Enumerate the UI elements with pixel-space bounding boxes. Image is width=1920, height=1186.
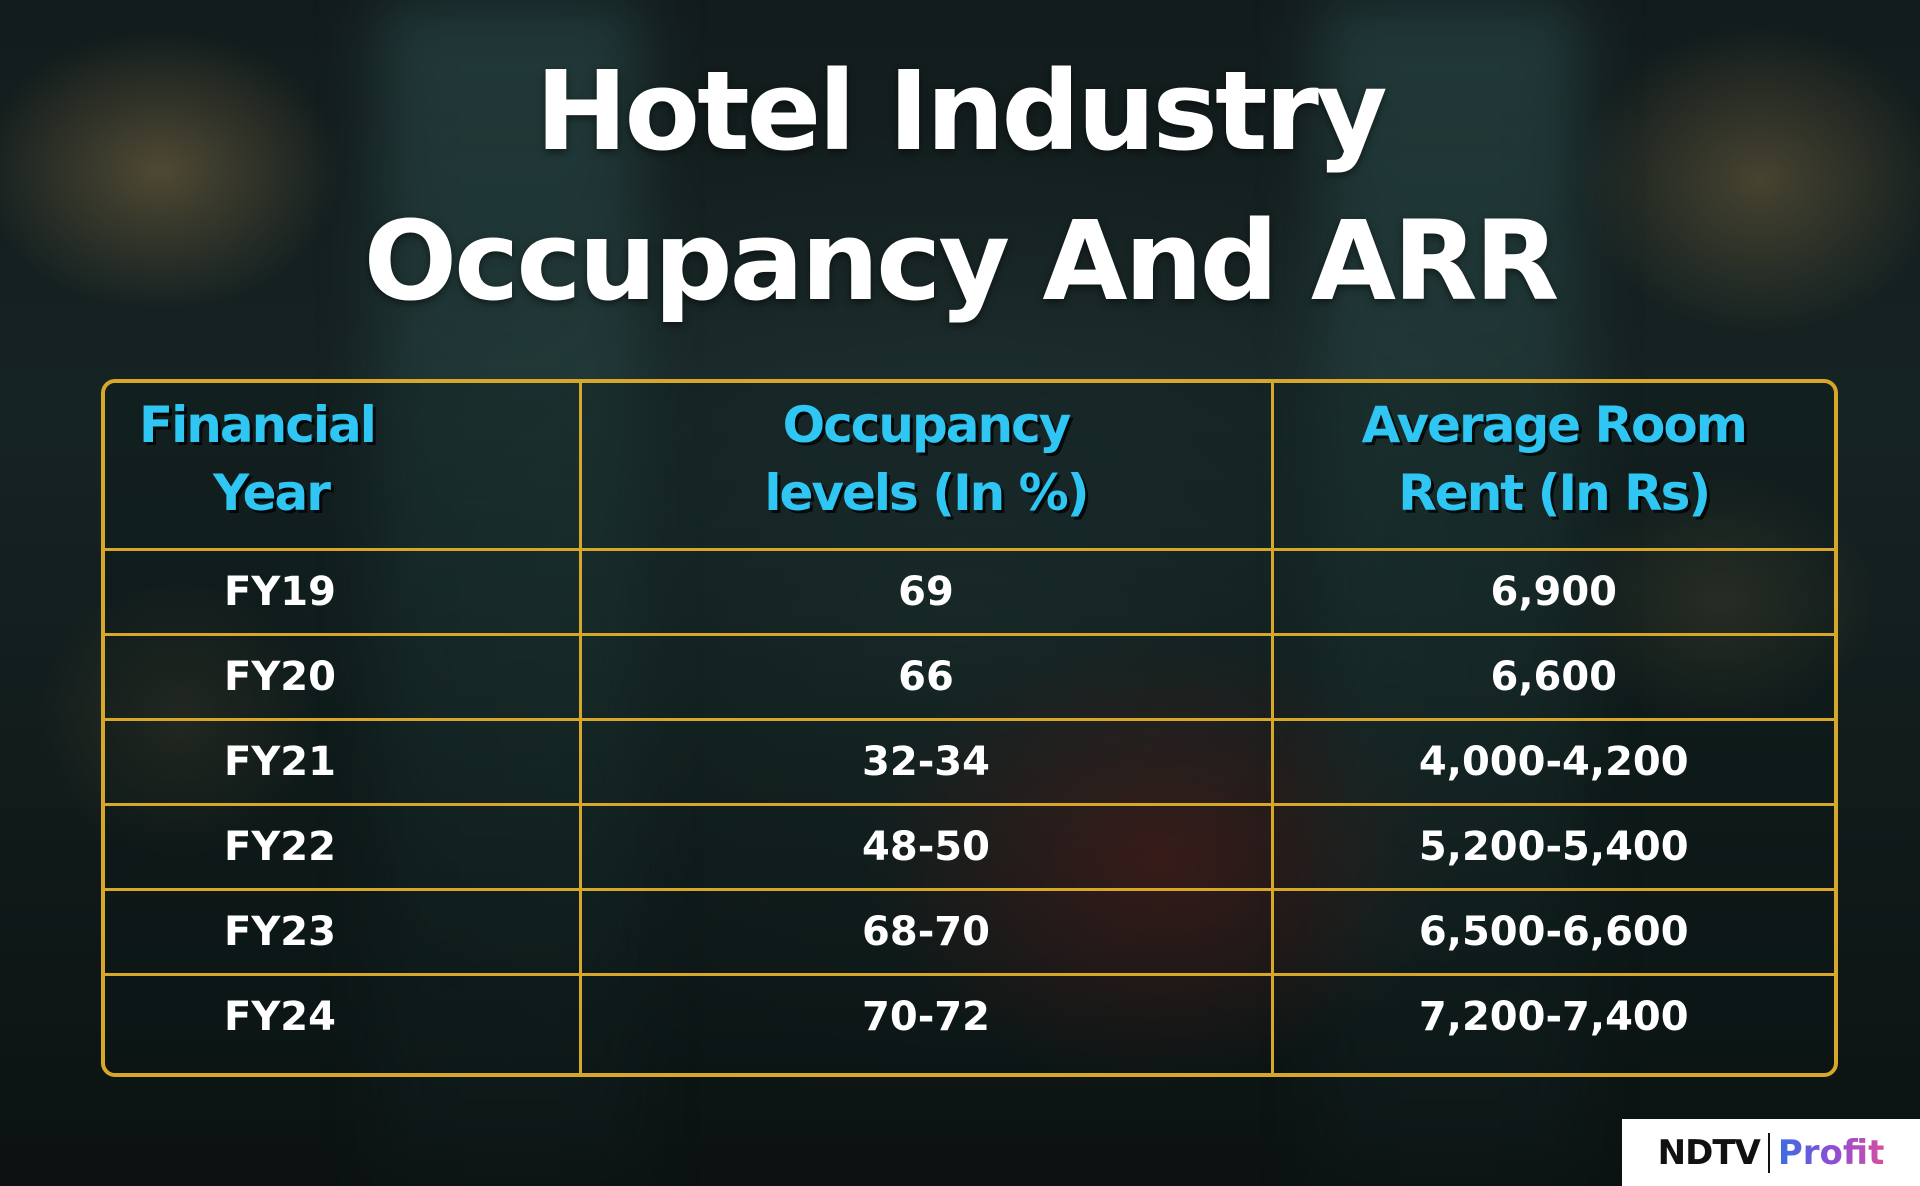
cell-financial-year: FY23: [105, 887, 582, 976]
brand-ndtv-text: NDTV: [1657, 1132, 1761, 1173]
cell-financial-year: FY21: [105, 717, 582, 806]
brand-profit-text: Profit: [1777, 1132, 1885, 1173]
header-line: Financial: [139, 396, 377, 454]
header-line: Occupancy: [782, 396, 1072, 454]
cell-occupancy: 32-34: [578, 717, 1274, 806]
chart-title-line-2: Occupancy And ARR: [363, 197, 1560, 325]
cell-average-room-rent: 6,600: [1270, 632, 1834, 721]
table-row: FY21 32-34 4,000-4,200: [105, 717, 1834, 806]
table-header-row: Financial Year Occupancy levels (In %) A…: [105, 383, 1834, 551]
header-line: Year: [213, 464, 331, 522]
table-row: FY24 70-72 7,200-7,400: [105, 972, 1834, 1073]
cell-occupancy: 68-70: [578, 887, 1274, 976]
table-row: FY22 48-50 5,200-5,400: [105, 802, 1834, 891]
column-header-financial-year: Financial Year: [105, 383, 582, 551]
header-line: Rent (In Rs): [1398, 464, 1711, 522]
cell-occupancy: 69: [578, 547, 1274, 636]
cell-financial-year: FY22: [105, 802, 582, 891]
cell-average-room-rent: 6,900: [1270, 547, 1834, 636]
cell-financial-year: FY24: [105, 972, 582, 1073]
chart-title-line-1: Hotel Industry: [535, 47, 1387, 175]
data-table: Financial Year Occupancy levels (In %) A…: [105, 383, 1834, 1073]
header-line: levels (In %): [764, 464, 1089, 522]
cell-average-room-rent: 6,500-6,600: [1270, 887, 1834, 976]
cell-occupancy: 48-50: [578, 802, 1274, 891]
data-table-frame: Financial Year Occupancy levels (In %) A…: [101, 379, 1838, 1077]
cell-occupancy: 66: [578, 632, 1274, 721]
table-row: FY20 66 6,600: [105, 632, 1834, 721]
table-row: FY23 68-70 6,500-6,600: [105, 887, 1834, 976]
header-line: Average Room: [1361, 396, 1748, 454]
ndtv-profit-logo: NDTV Profit: [1622, 1119, 1920, 1186]
cell-financial-year: FY19: [105, 547, 582, 636]
cell-average-room-rent: 7,200-7,400: [1270, 972, 1834, 1073]
cell-average-room-rent: 5,200-5,400: [1270, 802, 1834, 891]
brand-divider: [1767, 1132, 1770, 1173]
column-header-average-room-rent: Average Room Rent (In Rs): [1270, 383, 1834, 551]
cell-financial-year: FY20: [105, 632, 582, 721]
cell-average-room-rent: 4,000-4,200: [1270, 717, 1834, 806]
table-row: FY19 69 6,900: [105, 547, 1834, 636]
cell-occupancy: 70-72: [578, 972, 1274, 1073]
column-header-occupancy: Occupancy levels (In %): [578, 383, 1274, 551]
